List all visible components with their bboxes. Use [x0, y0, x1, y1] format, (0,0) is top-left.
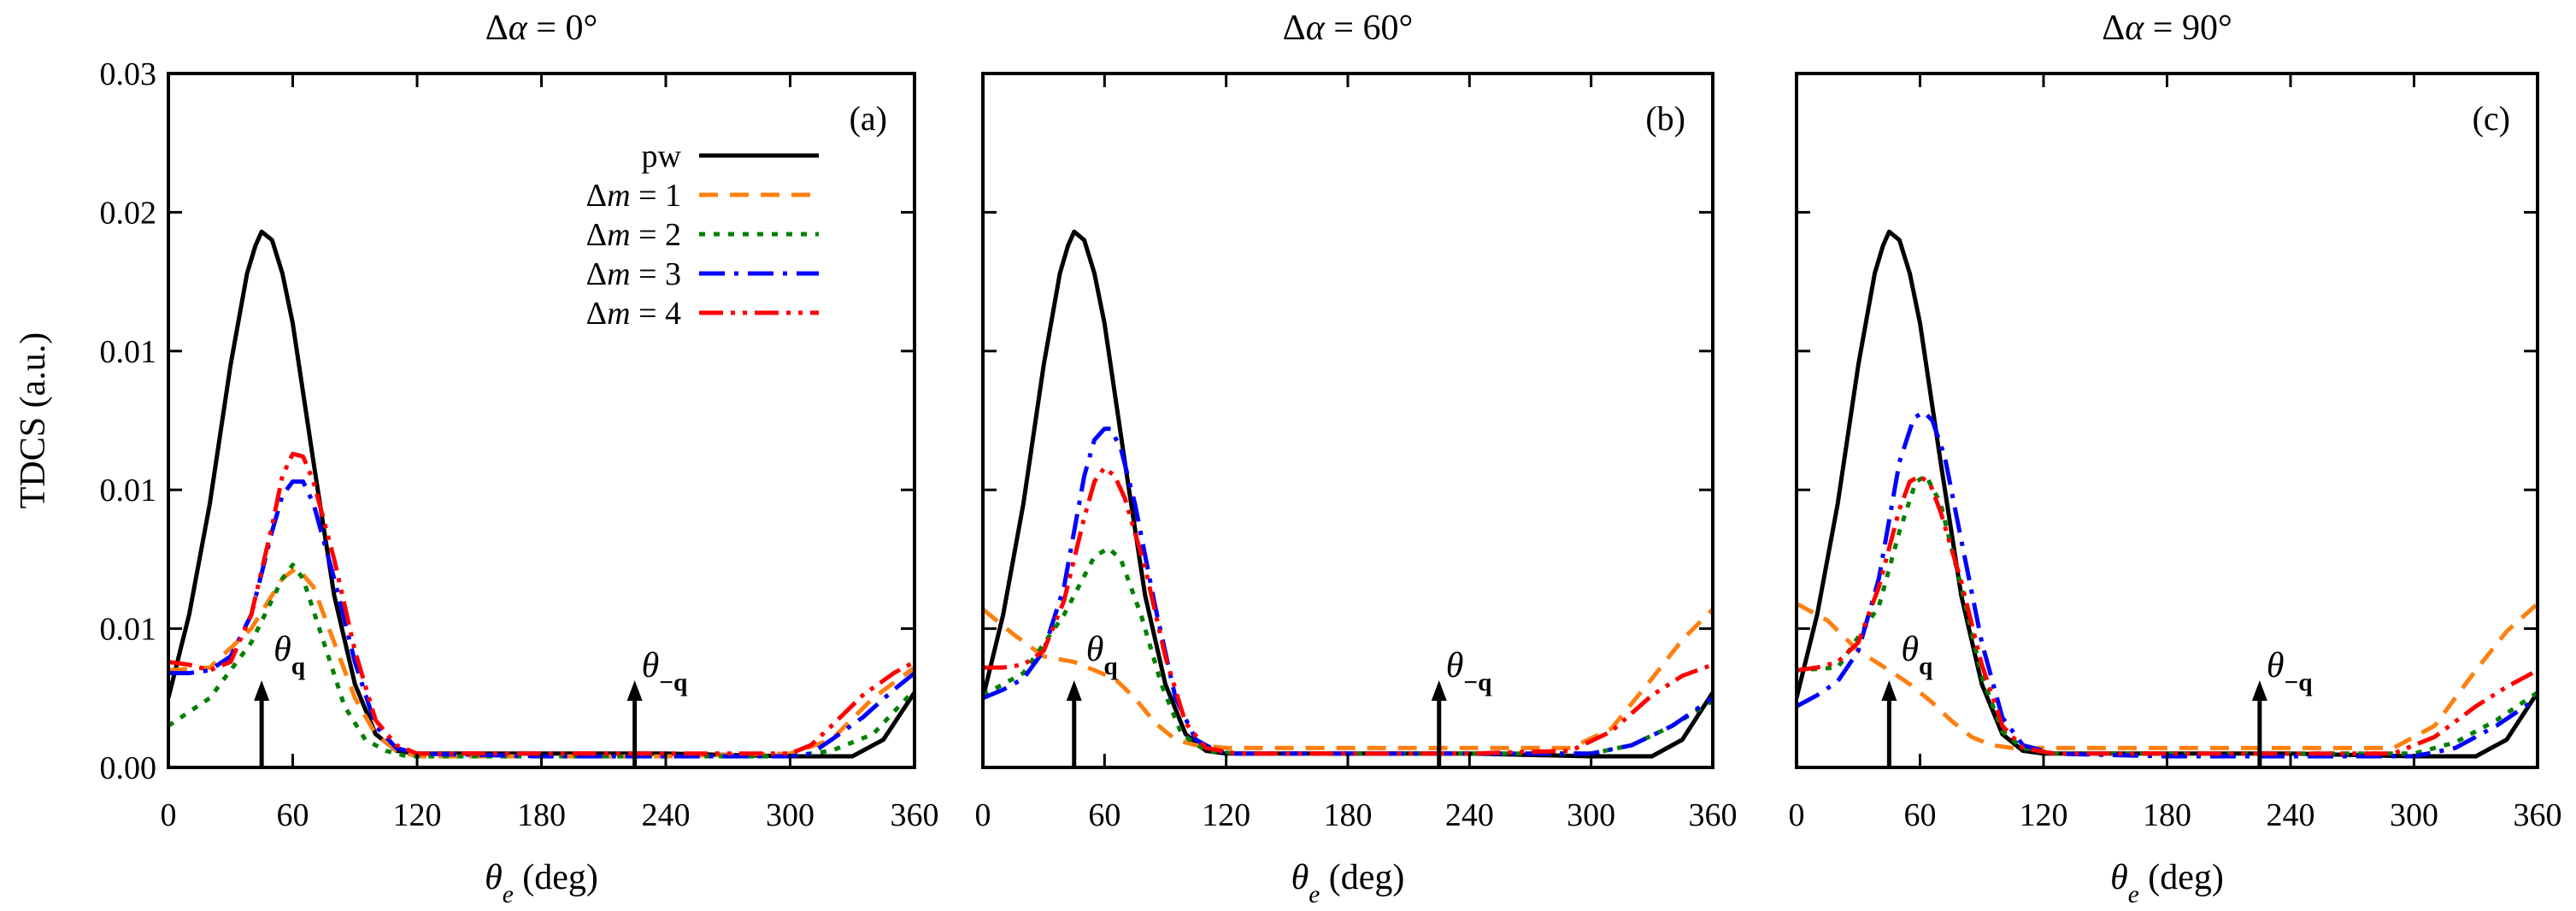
y-tick-label: 0.01	[100, 612, 157, 648]
series-line-m3	[1797, 409, 2538, 759]
x-tick-label: 0	[1789, 797, 1805, 833]
y-tick-label: 0.03	[100, 56, 157, 92]
panel-a: Δα = 0° 0 60 120 180 240 300 360 0.00 0.01 0.01 0.0…	[14, 9, 939, 908]
series-line-m3	[983, 426, 1713, 756]
series-line-m1	[983, 607, 1713, 750]
annotation-label: θ−q	[642, 646, 688, 696]
x-tick-label: 0	[161, 797, 177, 833]
x-tick-label: 300	[2390, 797, 2438, 833]
legend-label: Δm = 4	[586, 296, 681, 332]
series-line-m1	[168, 565, 915, 759]
series-line-m3	[168, 479, 915, 759]
annotation-label: θq	[273, 630, 306, 680]
legend-label: pw	[642, 138, 682, 174]
x-tick-label: 60	[1088, 797, 1120, 833]
panel-title: Δα = 60°	[1283, 9, 1414, 48]
x-axis-label: θe (deg)	[1291, 858, 1405, 908]
annotation-arrow-head	[1066, 680, 1082, 701]
legend-label: Δm = 2	[586, 217, 681, 253]
x-tick-label: 120	[393, 797, 442, 833]
annotation-label: θq	[1086, 630, 1119, 680]
series-line-m1	[1797, 602, 2538, 750]
series-line-pw	[1797, 229, 2538, 759]
annotation-label: θ−q	[1446, 646, 1492, 696]
annotation-arrow-head	[254, 680, 270, 701]
x-tick-label: 240	[642, 797, 691, 833]
x-tick-label: 360	[2514, 797, 2562, 833]
annotation-label: θq	[1901, 630, 1933, 680]
x-axis-label: θe (deg)	[485, 858, 598, 908]
panel-label: (c)	[2473, 99, 2510, 138]
annotation-arrow-head	[2251, 680, 2267, 701]
legend-label: Δm = 3	[586, 256, 681, 292]
panel-title: Δα = 90°	[2102, 9, 2232, 48]
x-tick-label: 180	[517, 797, 566, 833]
x-tick-label: 180	[1324, 797, 1373, 833]
x-tick-label: 240	[2267, 797, 2315, 833]
y-tick-label: 0.02	[100, 195, 157, 231]
y-tick-label: 0.01	[100, 473, 157, 508]
x-tick-label: 300	[1567, 797, 1615, 833]
y-tick-label: 0.01	[100, 334, 157, 370]
series-line-m4	[1797, 473, 2538, 756]
x-tick-label: 0	[975, 797, 991, 833]
panel-c: Δα = 90° 0 60 120 180 240 300 360 θe (deg) (c) θq θ…	[1789, 9, 2562, 908]
panel-label: (b)	[1645, 99, 1685, 138]
series-line-m2	[1797, 473, 2538, 756]
legend: pw Δm = 1Δm = 2Δm = 3 Δm = 4	[586, 138, 819, 332]
x-tick-label: 120	[2020, 797, 2068, 833]
series-line-m2	[983, 545, 1713, 756]
series-line-m4	[983, 465, 1713, 756]
x-tick-label: 180	[2143, 797, 2191, 833]
x-tick-label: 360	[1689, 797, 1738, 833]
x-tick-label: 360	[891, 797, 939, 833]
legend-label: Δm = 1	[586, 178, 681, 214]
annotation-arrow-head	[626, 680, 643, 701]
y-tick-label: 0.00	[100, 750, 157, 786]
annotation-arrow-head	[1431, 680, 1447, 701]
panel-title: Δα = 0°	[485, 9, 598, 48]
x-axis-label: θe (deg)	[2110, 858, 2224, 908]
x-tick-label: 120	[1202, 797, 1250, 833]
panel-label: (a)	[850, 99, 887, 138]
x-tick-label: 60	[1904, 797, 1937, 833]
annotation-arrow-head	[1881, 680, 1897, 701]
x-tick-label: 60	[277, 797, 309, 833]
x-tick-label: 300	[766, 797, 815, 833]
x-tick-label: 240	[1445, 797, 1494, 833]
y-axis-label: TDCS (a.u.)	[14, 332, 53, 508]
annotation-label: θ−q	[2267, 646, 2313, 696]
panel-b: Δα = 60° 0 60 120 180 240 300 360 θe (deg) (b) θq θ…	[975, 9, 1738, 908]
